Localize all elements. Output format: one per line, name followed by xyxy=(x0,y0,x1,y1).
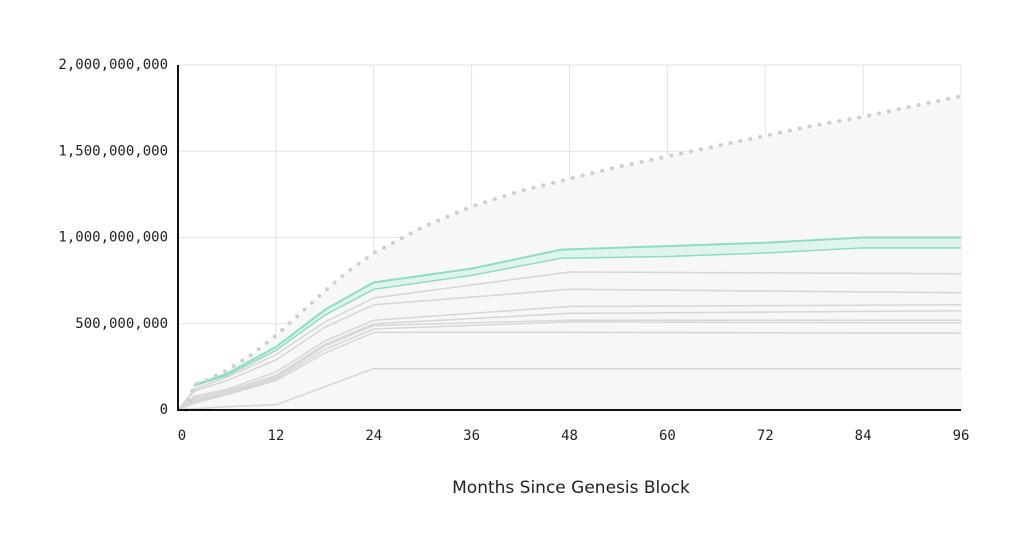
x-tick-label: 84 xyxy=(855,428,872,444)
highlight-band-upper xyxy=(193,236,961,386)
x-tick-label: 12 xyxy=(267,428,284,444)
y-tick-labels: 0 500,000,000 1,000,000,000 1,500,000,000 2,… xyxy=(58,57,168,418)
series-layer xyxy=(177,271,962,411)
dotted-layer xyxy=(184,94,963,412)
x-tick-label: 72 xyxy=(757,428,774,444)
x-tick-label: 36 xyxy=(463,428,480,444)
x-tick-label: 48 xyxy=(561,428,578,444)
dotted-max-line xyxy=(184,94,963,412)
y-tick-label: 0 xyxy=(160,402,168,418)
series-line-8 xyxy=(177,367,961,411)
highlight-band-lower xyxy=(194,247,961,387)
x-tick-label: 60 xyxy=(659,428,676,444)
band-layer xyxy=(193,236,962,387)
x-axis-label: Months Since Genesis Block xyxy=(452,478,690,498)
x-tick-label: 0 xyxy=(178,428,186,444)
series-line-7 xyxy=(177,331,962,411)
series-line-2 xyxy=(177,288,962,411)
x-tick-label: 96 xyxy=(953,428,970,444)
axes xyxy=(177,65,961,411)
series-line-4 xyxy=(177,310,962,411)
x-tick-label: 24 xyxy=(365,428,382,444)
y-tick-label: 2,000,000,000 xyxy=(58,57,168,73)
series-line-3 xyxy=(177,304,962,411)
series-line-5 xyxy=(177,319,961,411)
y-tick-label: 1,000,000,000 xyxy=(58,230,168,246)
x-tick-labels: 0 12 24 36 48 60 72 84 96 xyxy=(178,428,970,444)
series-line-1 xyxy=(177,271,962,411)
y-tick-label: 1,500,000,000 xyxy=(58,143,168,159)
series-line-6 xyxy=(177,321,962,411)
y-tick-label: 500,000,000 xyxy=(75,316,168,332)
